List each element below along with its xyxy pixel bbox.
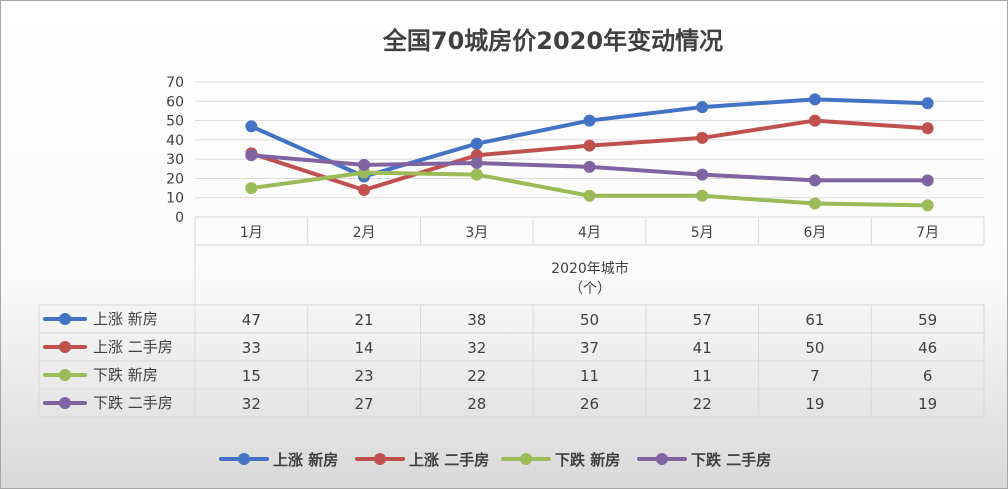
legend-entry: 上涨 二手房 <box>409 451 489 469</box>
chart-title: 全国70城房价2020年变动情况 <box>382 27 723 55</box>
table-cell-value: 15 <box>242 367 261 385</box>
data-point <box>921 97 934 110</box>
category-label: 3月 <box>465 225 488 241</box>
table-cell-value: 46 <box>918 339 937 357</box>
category-label: 5月 <box>691 225 714 241</box>
data-point <box>696 189 709 202</box>
category-label: 7月 <box>916 225 939 241</box>
legend-entry: 下跌 新房 <box>555 451 620 469</box>
table-cell-value: 14 <box>355 339 374 357</box>
legend-key-marker <box>520 453 532 465</box>
table-cell-value: 22 <box>467 367 486 385</box>
table-legend-key-marker <box>59 341 71 353</box>
data-point <box>358 184 371 196</box>
data-point <box>808 197 821 210</box>
table-cell-value: 33 <box>242 339 261 357</box>
table-cell-value: 23 <box>355 367 374 385</box>
category-label: 6月 <box>803 225 826 241</box>
y-axis: 0 10 20 30 40 50 60 70 <box>166 75 184 226</box>
table-cell-value: 7 <box>810 367 820 385</box>
table-legend-key-marker <box>59 313 71 325</box>
table-cell-value: 32 <box>242 395 261 413</box>
table-cell-value: 26 <box>580 395 599 413</box>
y-tick-label: 60 <box>166 94 184 110</box>
data-point <box>583 189 596 202</box>
data-point <box>696 101 709 114</box>
legend-key-marker <box>656 453 668 465</box>
data-point <box>245 182 258 195</box>
table-cell-value: 50 <box>580 311 599 329</box>
x-axis-label-line1: 2020年城市 <box>551 260 629 277</box>
data-point <box>470 157 483 169</box>
data-point <box>696 131 709 144</box>
legend: 上涨 新房 上涨 二手房 下跌 新房 下跌 二手房 <box>219 451 771 469</box>
category-label: 1月 <box>240 225 263 241</box>
table-cell-value: 19 <box>805 395 824 413</box>
table-cell-value: 32 <box>467 339 486 357</box>
data-point <box>470 137 483 150</box>
table-series-label: 上涨 新房 <box>93 310 158 328</box>
y-tick-label: 70 <box>166 75 184 91</box>
table-legend-key-marker <box>59 369 71 381</box>
table-cell-value: 59 <box>918 311 937 329</box>
table-cell-value: 27 <box>355 395 374 413</box>
y-tick-label: 0 <box>175 210 184 226</box>
table-cell-value: 38 <box>467 311 486 329</box>
table-cell-value: 61 <box>805 311 824 329</box>
data-point <box>921 199 934 212</box>
x-axis-title: 2020年城市 （个） <box>551 260 629 297</box>
category-label: 2月 <box>353 225 376 241</box>
data-point <box>245 120 258 133</box>
table-cell-value: 41 <box>693 339 712 357</box>
legend-key-marker <box>374 453 386 465</box>
data-point <box>583 139 596 152</box>
data-point <box>583 160 596 173</box>
data-point <box>808 114 821 127</box>
data-point <box>245 149 258 162</box>
table-cell-value: 37 <box>580 339 599 357</box>
table-cell-value: 19 <box>918 395 937 413</box>
y-tick-label: 40 <box>166 133 184 149</box>
data-point <box>921 174 934 187</box>
y-tick-label: 30 <box>166 152 184 168</box>
y-tick-label: 10 <box>166 191 184 207</box>
table-series-label: 上涨 二手房 <box>93 338 173 356</box>
y-tick-label: 50 <box>166 114 184 130</box>
data-point <box>808 174 821 187</box>
table-cell-value: 11 <box>580 367 599 385</box>
table-series-label: 下跌 新房 <box>93 366 158 384</box>
category-label: 4月 <box>578 225 601 241</box>
data-point <box>696 168 709 181</box>
data-point <box>358 158 371 171</box>
legend-entry: 上涨 新房 <box>273 451 338 469</box>
data-point <box>808 93 821 106</box>
table-cell-value: 6 <box>923 367 933 385</box>
table-series-label: 下跌 二手房 <box>93 394 173 412</box>
table-cell-value: 50 <box>805 339 824 357</box>
y-tick-label: 20 <box>166 171 184 187</box>
table-cell-value: 47 <box>242 311 261 329</box>
data-point <box>470 168 483 181</box>
table-cell-value: 28 <box>467 395 486 413</box>
table-cell-value: 11 <box>693 367 712 385</box>
x-axis-label-line2: （个） <box>569 281 611 297</box>
legend-key-marker <box>238 453 250 465</box>
data-point <box>921 122 934 135</box>
data-point <box>583 114 596 127</box>
table-cell-value: 22 <box>693 395 712 413</box>
series-lines <box>245 93 934 212</box>
table-cell-value: 57 <box>693 311 712 329</box>
legend-entry: 下跌 二手房 <box>691 451 771 469</box>
table-cell-value: 21 <box>355 311 374 329</box>
table-legend-key-marker <box>59 397 71 409</box>
